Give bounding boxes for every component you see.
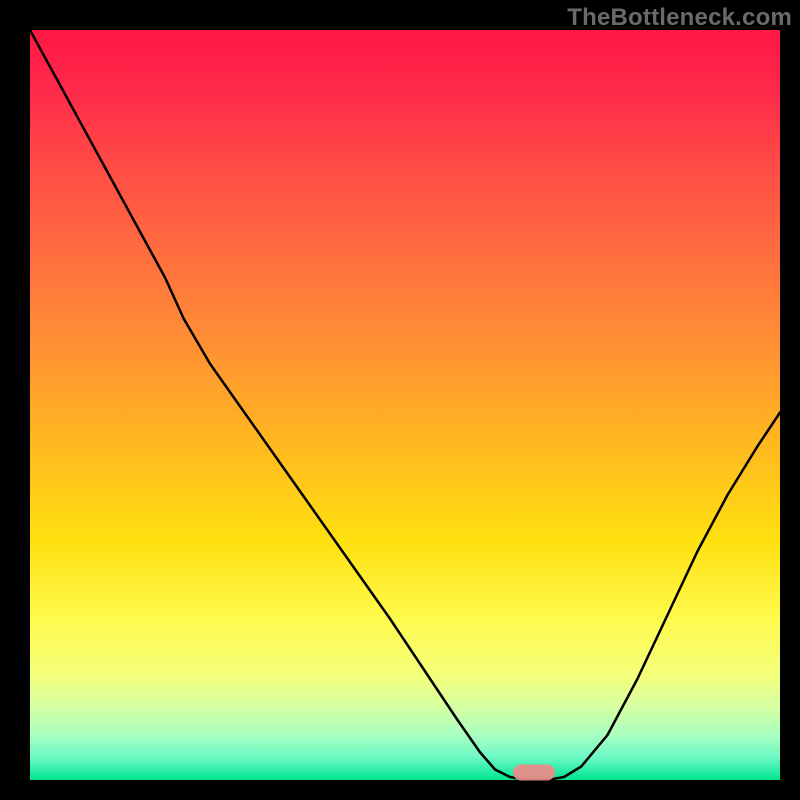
watermark-text: TheBottleneck.com [567,4,792,32]
chart-svg [0,0,800,800]
plot-background [30,30,780,780]
chart-container: TheBottleneck.com [0,0,800,800]
target-marker [513,765,555,781]
